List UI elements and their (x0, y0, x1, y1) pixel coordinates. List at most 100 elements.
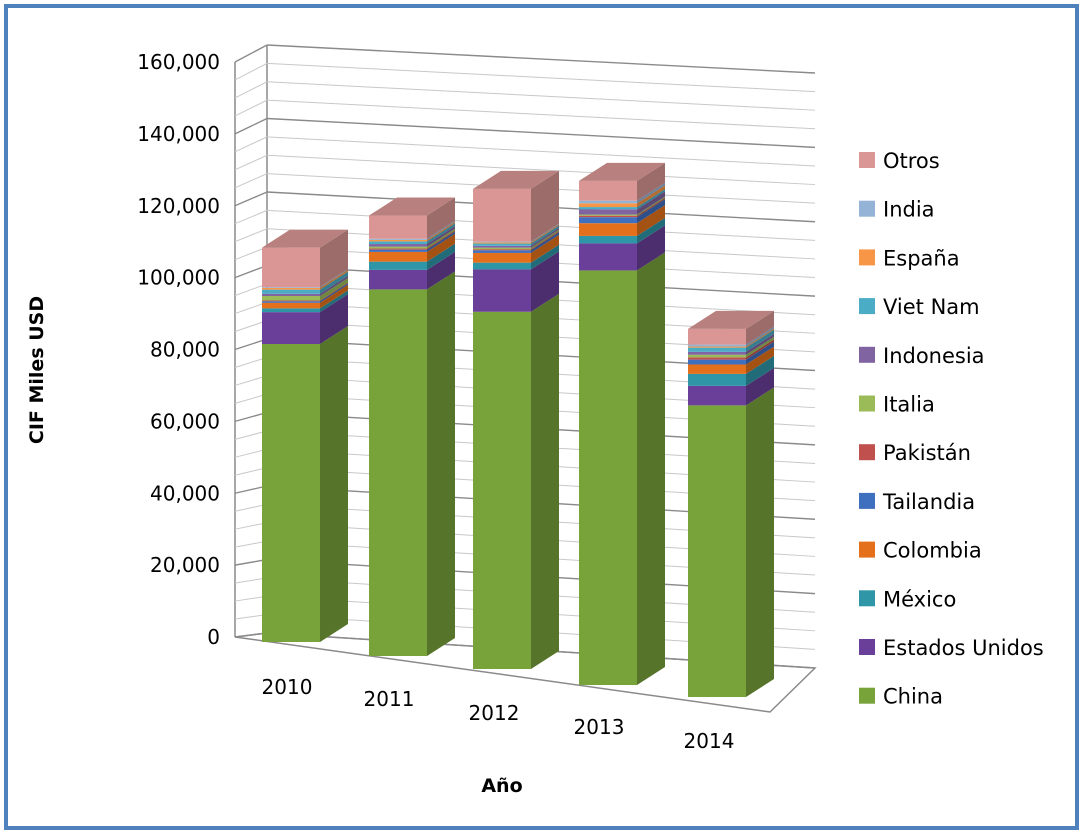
legend-swatch (859, 152, 875, 168)
bar-segment (369, 251, 427, 262)
y-tick-label: 60,000 (150, 409, 220, 433)
bar-stack-2014 (688, 310, 774, 697)
gridline-side (234, 136, 268, 153)
bar-segment-side (427, 233, 455, 262)
bar-segment (473, 269, 531, 312)
legend-item: España (859, 246, 960, 270)
bar-segment-side (320, 229, 348, 288)
y-tick-label: 40,000 (150, 481, 220, 505)
bar-segment (688, 347, 746, 352)
gridline (266, 117, 816, 149)
bar-segment (262, 247, 320, 288)
bar-segment (369, 249, 427, 252)
bar-segment-side (531, 229, 559, 250)
legend-item: Otros (859, 149, 940, 173)
bar-stack-2010 (262, 229, 348, 642)
legend-swatch (859, 541, 875, 558)
legend-swatch (859, 346, 875, 363)
y-axis-title: CIF Miles USD (26, 296, 48, 444)
gridline (266, 154, 816, 186)
bar-segment-side (531, 224, 559, 244)
legend-label: Indonesia (883, 344, 985, 368)
bar-segment-side (637, 191, 665, 215)
bar-segment (688, 351, 746, 355)
bar-segment-side (320, 283, 348, 303)
bar-segment (369, 239, 427, 242)
bar-stack-2013 (579, 162, 665, 685)
legend-item: Viet Nam (859, 295, 980, 319)
bar-segment (688, 354, 746, 358)
gridline-side (234, 99, 268, 117)
bar-segment-side (427, 243, 455, 270)
bar-segment (262, 287, 320, 290)
legend-item: Colombia (859, 539, 982, 563)
bar-stack-2012 (473, 170, 559, 669)
gridline-side (234, 558, 268, 566)
bar-segment (473, 243, 531, 246)
bar-segment (579, 215, 637, 218)
bar-segment-side (320, 278, 348, 301)
bar-segment (473, 252, 531, 263)
bar-segment (369, 246, 427, 249)
bar-segment-side (746, 346, 774, 374)
bar-segment (262, 312, 320, 344)
bar-segment-side (531, 293, 559, 669)
x-tick-label: 2011 (364, 687, 415, 711)
bar-segment (579, 180, 637, 201)
gridline (266, 81, 816, 111)
legend-item: Estados Unidos (859, 636, 1044, 660)
gridline-side (234, 503, 268, 512)
bar-segment (688, 364, 746, 374)
bar-segment (369, 261, 427, 270)
bar-segment-side (427, 271, 455, 656)
x-axis-title: Año (481, 775, 522, 797)
bar-segment-side (746, 339, 774, 360)
gridline-side (234, 154, 268, 171)
bar-segment-side (427, 228, 455, 249)
legend-label: India (883, 198, 935, 222)
gridline-side (234, 81, 268, 99)
gridline-side (234, 632, 268, 638)
bar-segment (473, 262, 531, 270)
legend-swatch (859, 298, 875, 315)
bar-segment (688, 328, 746, 345)
bar-segment (579, 209, 637, 215)
gridline-side (234, 448, 268, 458)
y-tick-label: 140,000 (137, 122, 220, 146)
bar-segment (262, 300, 320, 302)
bar-segment-side (637, 189, 665, 210)
legend-label: Otros (883, 149, 940, 173)
bar-segment-side (427, 197, 455, 239)
gridline-side (234, 246, 268, 261)
bar-segment (473, 250, 531, 253)
gridline-side (234, 117, 268, 135)
bar-segment (369, 244, 427, 247)
gridline-side (234, 522, 268, 530)
bar-segment (579, 270, 637, 685)
bar-segment-side (746, 329, 774, 352)
legend-label: Italia (883, 393, 935, 417)
legend-label: España (883, 246, 960, 270)
bar-segment-side (531, 170, 559, 242)
gridline-side (234, 430, 268, 440)
gridline-side (234, 338, 268, 351)
bar-segment-side (637, 182, 665, 204)
y-tick-label: 120,000 (137, 194, 220, 218)
bar-segment-side (320, 269, 348, 290)
gridline-side (234, 467, 268, 476)
legend-swatch (859, 200, 875, 217)
gridline-side (234, 209, 268, 225)
bar-segment-side (637, 197, 665, 218)
bar-segment (473, 245, 531, 248)
bar-segment (579, 207, 637, 210)
bar-segment-side (427, 223, 455, 245)
bar-segment (473, 311, 531, 669)
bar-segment-side (320, 290, 348, 313)
gridline-side (234, 264, 268, 279)
legend-label: Colombia (883, 539, 982, 563)
bar-segment (579, 200, 637, 204)
gridline-side (234, 173, 268, 189)
bar-segment-side (320, 282, 348, 302)
bar-segment (369, 289, 427, 656)
x-tick-label: 2010 (262, 675, 313, 699)
